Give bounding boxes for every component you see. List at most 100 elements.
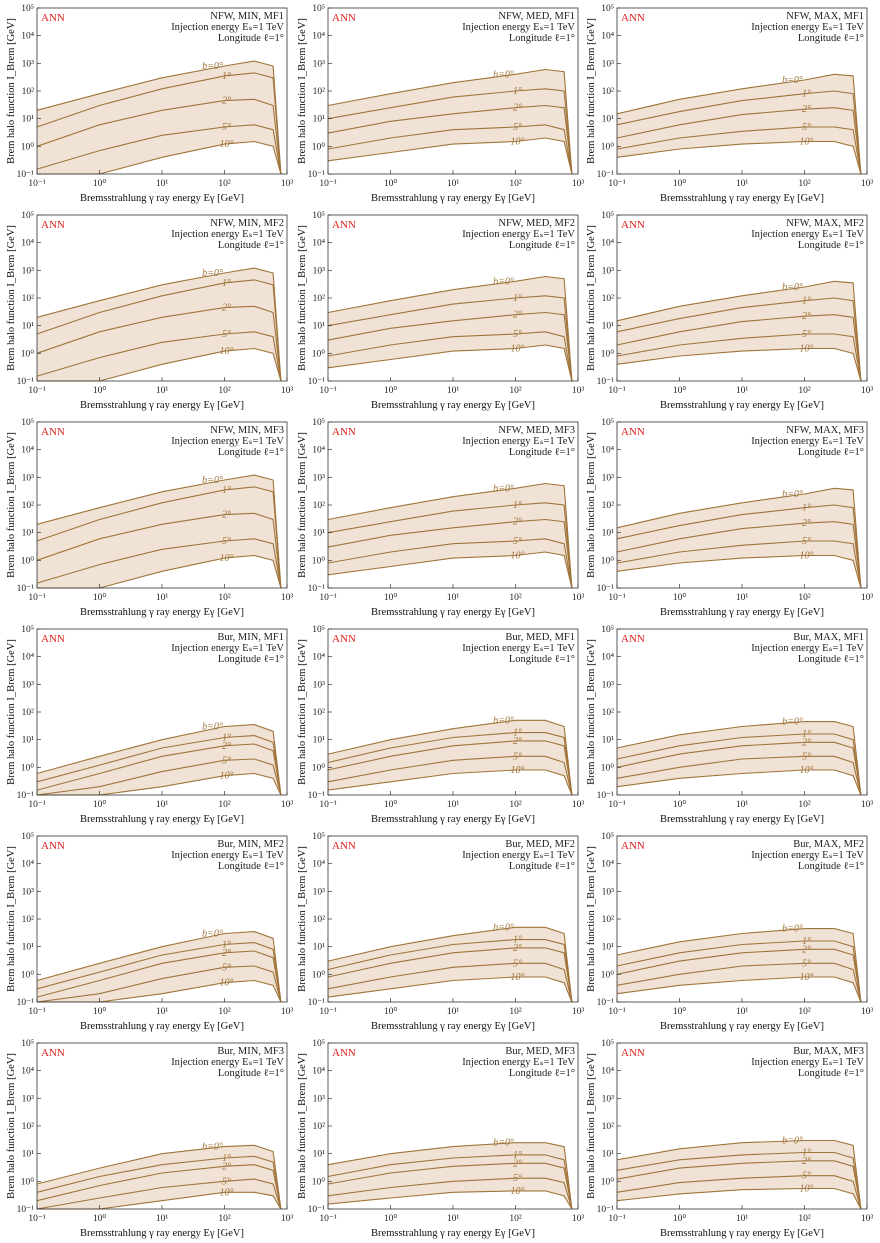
curve-label: 5° xyxy=(222,962,231,973)
panel-title: Bur, MAX, MF1 xyxy=(793,632,864,643)
curve-label: 1° xyxy=(802,729,811,740)
ann-label: ANN xyxy=(41,1047,65,1059)
curve-label: 1° xyxy=(513,86,522,97)
band-fill xyxy=(37,931,281,1002)
series-line xyxy=(36,305,282,382)
y-tick-label: 10⁰ xyxy=(601,969,615,980)
x-tick-label: 10¹ xyxy=(156,593,169,603)
band-fill xyxy=(328,927,572,1002)
x-tick-label: 10⁰ xyxy=(673,799,687,810)
longitude-label: Longitude ℓ=1° xyxy=(798,447,864,458)
x-tick-label: 10⁻¹ xyxy=(608,800,626,810)
series-line xyxy=(616,126,862,175)
series-line xyxy=(36,512,282,589)
x-tick-label: 10⁻¹ xyxy=(319,386,337,396)
y-tick-label: 10⁴ xyxy=(312,446,326,456)
panel-title: NFW, MIN, MF2 xyxy=(210,218,284,229)
chart-svg: b=0°1°2°5°10°10⁻¹ 10⁰ 10¹ 10² 10³10⁻¹10⁰10¹1… xyxy=(586,211,873,411)
curve-label: b=0° xyxy=(493,922,514,933)
y-tick-label: 10² xyxy=(602,1122,615,1132)
curve-label: 5° xyxy=(513,122,522,133)
x-axis-label: Bremsstrahlung γ ray energy Eγ [GeV] xyxy=(660,400,824,411)
x-axis-label: Bremsstrahlung γ ray energy Eγ [GeV] xyxy=(80,1021,244,1032)
x-tick-label: 10¹ xyxy=(156,386,169,396)
x-tick-label: 10² xyxy=(509,1214,522,1224)
curve-label: b=0° xyxy=(782,75,803,86)
y-tick-label: 10⁰ xyxy=(21,969,35,980)
y-tick-label: 10¹ xyxy=(313,1150,326,1160)
x-tick-label: 10³ xyxy=(281,386,294,396)
series-line xyxy=(616,297,862,382)
x-tick-label: 10⁻¹ xyxy=(608,386,626,396)
curve-label: 10° xyxy=(800,550,814,561)
chart-svg: b=0°1°2°5°10°10⁻¹ 10⁰ 10¹ 10² 10³10⁻¹10⁰10¹1… xyxy=(6,211,294,411)
y-tick-label: 10⁵ xyxy=(312,1039,325,1049)
curve-label: 10° xyxy=(220,1187,234,1198)
injection-label: Injection energy Eₛ=1 TeV xyxy=(751,22,864,33)
curve-label: 10° xyxy=(220,139,234,150)
x-tick-label: 10³ xyxy=(861,1007,874,1017)
curve-label: 5° xyxy=(222,122,231,133)
series-line xyxy=(36,279,282,382)
injection-label: Injection energy Eₛ=1 TeV xyxy=(751,850,864,861)
y-tick-label: 10² xyxy=(602,501,615,511)
x-tick-label: 10⁻¹ xyxy=(319,800,337,810)
y-tick-label: 10³ xyxy=(313,266,326,276)
y-tick-label: 10³ xyxy=(22,59,35,69)
curve-label: 2° xyxy=(513,310,522,321)
curve-label: 5° xyxy=(222,1176,231,1187)
curve-label: 2° xyxy=(802,944,811,955)
curve-label: 1° xyxy=(222,1153,231,1164)
series-line xyxy=(36,538,282,589)
y-tick-label: 10⁰ xyxy=(21,1176,35,1187)
y-axis-label: Brem halo function I_Brem [GeV] xyxy=(297,225,308,371)
x-axis-label: Bremsstrahlung γ ray energy Eγ [GeV] xyxy=(660,1228,824,1239)
curve-label: 10° xyxy=(220,978,234,989)
curve-label: 2° xyxy=(222,1161,231,1172)
injection-label: Injection energy Eₛ=1 TeV xyxy=(462,22,575,33)
ann-label: ANN xyxy=(332,12,356,24)
y-tick-label: 10⁰ xyxy=(601,762,615,773)
longitude-label: Longitude ℓ=1° xyxy=(218,33,284,44)
chart-panel: b=0° 1° 2° 5° 10° 10⁻¹ 10⁰ 10¹ 10² 10³ 10⁻¹ 10⁰ 10¹ 1… xyxy=(585,0,873,206)
ann-label: ANN xyxy=(332,1047,356,1059)
injection-label: Injection energy Eₛ=1 TeV xyxy=(171,436,284,447)
series-line xyxy=(327,926,573,1003)
y-tick-label: 10⁴ xyxy=(601,239,615,249)
y-tick-label: 10⁻¹ xyxy=(308,1205,326,1215)
y-tick-label: 10⁻¹ xyxy=(308,170,326,180)
chart-svg: b=0°1°2°5°10°10⁻¹ 10⁰ 10¹ 10² 10³10⁻¹10⁰10¹1… xyxy=(297,418,585,618)
y-tick-label: 10⁻¹ xyxy=(308,584,326,594)
curve-label: 10° xyxy=(511,343,525,354)
y-tick-label: 10³ xyxy=(22,887,35,897)
series-line xyxy=(36,1178,282,1210)
series-line xyxy=(616,521,862,589)
series-line xyxy=(36,124,282,175)
y-tick-label: 10⁴ xyxy=(601,860,615,870)
curve-label: b=0° xyxy=(202,928,223,939)
curve-label: 10° xyxy=(220,553,234,564)
series-line xyxy=(327,769,573,796)
y-tick-label: 10⁻¹ xyxy=(597,377,615,387)
y-tick-label: 10³ xyxy=(602,473,615,483)
y-tick-label: 10¹ xyxy=(313,322,326,332)
series-line xyxy=(36,486,282,589)
ann-label: ANN xyxy=(41,633,65,645)
y-axis-label: Brem halo function I_Brem [GeV] xyxy=(297,18,308,164)
y-tick-label: 10² xyxy=(22,87,35,97)
x-tick-label: 10² xyxy=(798,1007,811,1017)
y-tick-label: 10⁵ xyxy=(21,418,34,428)
y-tick-label: 10¹ xyxy=(602,529,615,539)
y-tick-label: 10⁰ xyxy=(601,555,615,566)
y-tick-label: 10⁴ xyxy=(312,653,326,663)
x-tick-label: 10² xyxy=(509,1007,522,1017)
x-tick-label: 10¹ xyxy=(736,593,749,603)
curve-label: 1° xyxy=(802,89,811,100)
x-tick-label: 10³ xyxy=(572,593,585,603)
y-tick-label: 10¹ xyxy=(602,322,615,332)
x-tick-label: 10² xyxy=(218,800,231,810)
x-axis-label: Bremsstrahlung γ ray energy Eγ [GeV] xyxy=(660,607,824,618)
curve-label: 10° xyxy=(511,136,525,147)
y-tick-label: 10¹ xyxy=(22,115,35,125)
